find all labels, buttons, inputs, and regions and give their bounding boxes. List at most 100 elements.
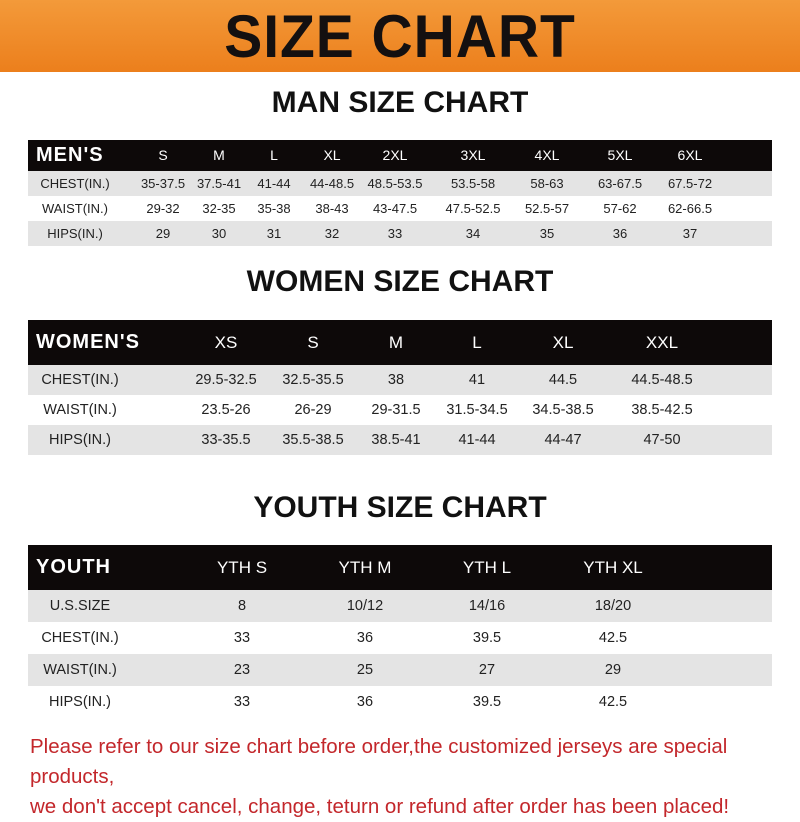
size-header: XL [323, 147, 341, 163]
table-cell: 34.5-38.5 [532, 402, 594, 418]
youth-title: YOUTH SIZE CHART [253, 491, 547, 524]
size-header: S [158, 147, 168, 163]
table-cell: 14/16 [468, 598, 506, 614]
size-header: 6XL [677, 147, 703, 163]
size-header: 2XL [382, 147, 408, 163]
table-cell: 44.5 [548, 372, 578, 388]
table-cell: 34 [465, 226, 481, 241]
table-row: HIPS(IN.) 33-35.5 35.5-38.5 38.5-41 41-44 44-… [28, 425, 772, 455]
table-cell: 41 [468, 372, 486, 388]
table-cell: 38-43 [315, 201, 349, 216]
table-cell: 36 [356, 630, 374, 646]
table-row: CHEST(IN.) 29.5-32.5 32.5-35.5 38 41 44.5 44.5… [28, 365, 772, 395]
table-cell: 30 [211, 226, 227, 241]
table-row: U.S.SIZE 8 10/12 14/16 18/20 [28, 590, 772, 622]
table-cell: 48.5-53.5 [367, 176, 423, 191]
table-cell: 58-63 [530, 176, 564, 191]
row-label: CHEST(IN.) [41, 372, 119, 388]
table-cell: 44-47 [544, 432, 582, 448]
footer-line-2: we don't accept cancel, change, teturn o… [30, 795, 730, 818]
table-cell: 38 [387, 372, 405, 388]
table-row: HIPS(IN.) 33 36 39.5 42.5 [28, 686, 772, 718]
size-header: 4XL [534, 147, 560, 163]
table-cell: 53.5-58 [450, 176, 496, 191]
size-header: 3XL [460, 147, 486, 163]
table-cell: 29 [155, 226, 171, 241]
table-cell: 42.5 [598, 630, 628, 646]
size-header: M [388, 333, 404, 352]
row-label: HIPS(IN.) [47, 226, 103, 241]
table-cell: 36 [356, 694, 374, 710]
table-cell: 29-31.5 [371, 402, 421, 418]
table-header-row: YOUTH YTH S YTH M YTH L YTH XL [28, 545, 772, 590]
table-cell: 44.5-48.5 [631, 372, 693, 388]
table-header-row: WOMEN'S XS S M L XL XXL [28, 320, 772, 365]
table-row: WAIST(IN.) 29-32 32-35 35-38 38-43 43-47.5 47.… [28, 196, 772, 221]
table-cell: 38.5-42.5 [631, 402, 693, 418]
row-label: U.S.SIZE [49, 598, 111, 614]
table-cell: 47-50 [643, 432, 681, 448]
table-cell: 47.5-52.5 [445, 201, 501, 216]
table-cell: 44-48.5 [309, 176, 355, 191]
table-header-label: WOMEN'S [36, 331, 140, 353]
size-header: XL [552, 333, 574, 352]
table-cell: 29-32 [146, 201, 180, 216]
table-cell: 39.5 [472, 630, 502, 646]
table-cell: 27 [478, 662, 496, 678]
table-cell: 35-38 [257, 201, 291, 216]
table-row: HIPS(IN.) 29 30 31 32 33 34 35 36 37 [28, 221, 772, 246]
table-row: CHEST(IN.) 35-37.5 37.5-41 41-44 44-48.5 48.5… [28, 171, 772, 196]
table-cell: 31 [266, 226, 282, 241]
table-cell: 23.5-26 [201, 402, 251, 418]
table-cell: 23 [233, 662, 251, 678]
men-title: MAN SIZE CHART [271, 86, 529, 119]
table-cell: 32-35 [202, 201, 236, 216]
table-cell: 35.5-38.5 [282, 432, 344, 448]
size-header: YTH S [216, 558, 268, 577]
table-row: WAIST(IN.) 23.5-26 26-29 29-31.5 31.5-34.5 34… [28, 395, 772, 425]
table-cell: 63-67.5 [597, 176, 643, 191]
table-cell: 26-29 [294, 402, 332, 418]
table-cell: 35 [539, 226, 555, 241]
table-cell: 29 [604, 662, 622, 678]
banner: SIZE CHART [0, 0, 800, 72]
row-label: WAIST(IN.) [43, 662, 117, 678]
table-cell: 8 [237, 598, 247, 614]
table-row: WAIST(IN.) 23 25 27 29 [28, 654, 772, 686]
table-cell: 67.5-72 [667, 176, 713, 191]
banner-title: SIZE CHART [224, 3, 576, 70]
table-cell: 52.5-57 [524, 201, 570, 216]
table-cell: 35-37.5 [140, 176, 186, 191]
table-cell: 32 [324, 226, 340, 241]
footer-line-1: Please refer to our size chart before or… [30, 735, 728, 788]
size-header: S [307, 333, 319, 352]
row-label: WAIST(IN.) [42, 201, 108, 216]
table-cell: 37 [682, 226, 698, 241]
table-cell: 18/20 [594, 598, 632, 614]
table-header-label: MEN'S [36, 144, 104, 166]
row-label: WAIST(IN.) [43, 402, 117, 418]
table-cell: 29.5-32.5 [195, 372, 257, 388]
size-header: XXL [645, 333, 679, 352]
size-header: L [472, 333, 482, 352]
table-cell: 33 [387, 226, 403, 241]
table-cell: 31.5-34.5 [446, 402, 508, 418]
size-header: YTH L [462, 558, 512, 577]
women-title: WOMEN SIZE CHART [246, 265, 554, 298]
table-header-row: MEN'S S M L XL 2XL 3XL 4XL 5XL 6XL [28, 140, 772, 171]
table-cell: 62-66.5 [667, 201, 713, 216]
table-cell: 33 [233, 694, 251, 710]
footer-notice: Please refer to our size chart before or… [30, 732, 790, 822]
table-cell: 25 [356, 662, 374, 678]
size-header: YTH M [338, 558, 392, 577]
row-label: HIPS(IN.) [48, 694, 112, 710]
table-cell: 36 [612, 226, 628, 241]
row-label: HIPS(IN.) [48, 432, 112, 448]
table-cell: 39.5 [472, 694, 502, 710]
row-label: CHEST(IN.) [41, 630, 119, 646]
table-cell: 43-47.5 [372, 201, 418, 216]
table-cell: 10/12 [346, 598, 384, 614]
table-cell: 33-35.5 [201, 432, 251, 448]
table-cell: 33 [233, 630, 251, 646]
size-header: 5XL [607, 147, 633, 163]
